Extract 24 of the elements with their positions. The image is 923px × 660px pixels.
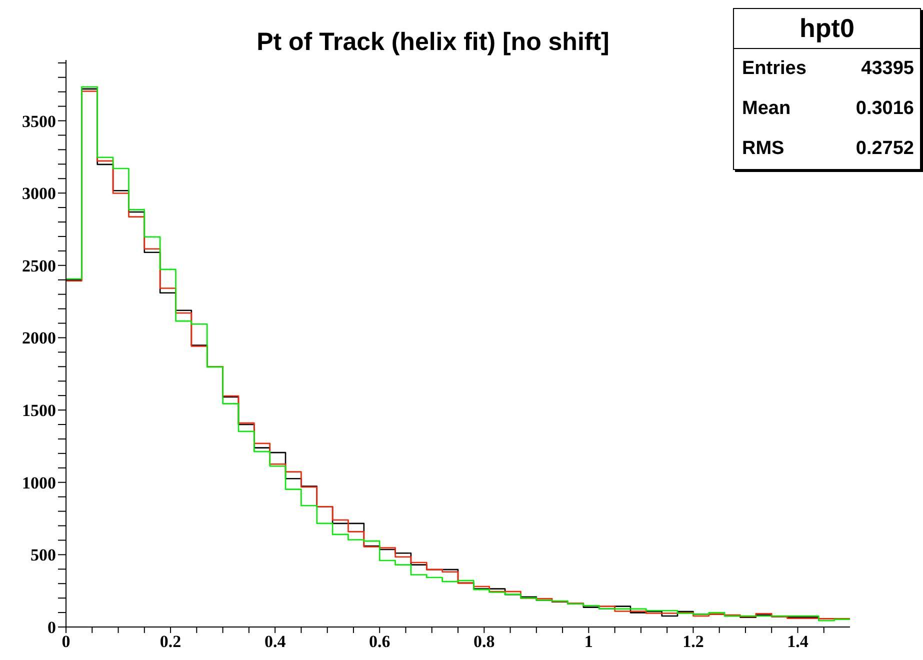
y-tick-label: 2000 bbox=[22, 328, 56, 348]
x-tick-label: 1.2 bbox=[682, 632, 704, 652]
annotation: Mean bbox=[742, 98, 791, 120]
y-tick-label: 0 bbox=[48, 618, 56, 638]
x-tick-label: 1 bbox=[584, 632, 593, 652]
text: 43395 bbox=[861, 58, 914, 80]
y-tick-label: 1500 bbox=[22, 401, 56, 420]
annotation: RMS bbox=[742, 138, 784, 160]
y-tick-label: 3500 bbox=[22, 112, 56, 131]
text: 0.2752 bbox=[856, 138, 914, 160]
annotation: Entries bbox=[742, 58, 806, 80]
y-tick-label: 1000 bbox=[22, 473, 56, 492]
x-tick-label: 0.4 bbox=[264, 632, 286, 652]
x-tick-label: 1.4 bbox=[787, 632, 809, 652]
chart-title: Pt of Track (helix fit) [no shift] bbox=[256, 28, 610, 56]
text: 0.3016 bbox=[856, 98, 914, 120]
y-tick-label: 2500 bbox=[22, 256, 56, 276]
text: hpt0 bbox=[734, 9, 920, 49]
x-tick-label: 0.6 bbox=[368, 632, 390, 652]
x-tick-label: 0.8 bbox=[474, 632, 495, 652]
x-tick-label: 0 bbox=[62, 632, 70, 652]
y-tick-label: 500 bbox=[30, 546, 56, 565]
x-tick-label: 0.2 bbox=[160, 632, 182, 652]
y-tick-label: 3000 bbox=[22, 184, 56, 204]
